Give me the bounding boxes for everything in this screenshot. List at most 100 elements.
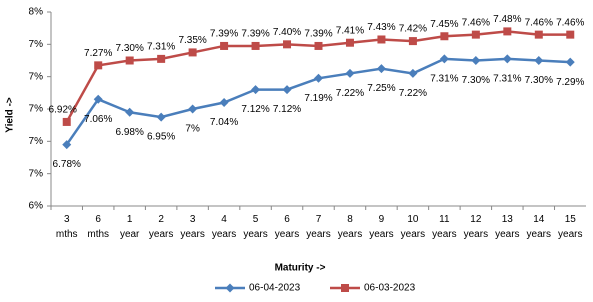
legend-label: 06-04-2023 <box>249 283 301 294</box>
marker <box>62 140 72 150</box>
marker <box>534 56 544 65</box>
x-tick-label: 15 years <box>558 214 583 240</box>
marker <box>219 98 229 108</box>
data-label: 7.31% <box>493 74 521 85</box>
data-label: 6.92% <box>49 105 77 116</box>
x-tick-label: 5 years <box>243 214 268 240</box>
marker <box>566 30 575 39</box>
y-axis-label: Yield -> <box>5 97 16 133</box>
marker <box>341 284 349 292</box>
marker <box>471 56 481 65</box>
data-label: 7.19% <box>304 93 332 104</box>
y-tick-label: 8% <box>29 7 44 18</box>
y-tick-label: 7% <box>29 104 44 115</box>
x-tick-label: 4 years <box>211 214 237 240</box>
data-label: 7.22% <box>336 88 364 99</box>
data-label: 7.35% <box>178 35 206 46</box>
marker <box>408 37 417 46</box>
marker <box>565 57 575 67</box>
marker <box>345 38 354 47</box>
x-tick-label: 3 mths <box>55 214 78 240</box>
data-label: 7.12% <box>273 104 301 115</box>
marker <box>283 40 292 49</box>
marker <box>62 117 71 126</box>
x-tick-label: 1 year <box>119 214 140 240</box>
data-label: 7.39% <box>304 29 332 40</box>
data-label: 7.06% <box>84 114 112 125</box>
marker <box>94 61 103 70</box>
marker <box>188 104 198 114</box>
marker <box>503 27 512 36</box>
marker <box>220 41 229 50</box>
marker <box>125 107 135 117</box>
marker <box>314 73 323 83</box>
x-tick-label: 12 years <box>463 214 489 240</box>
marker <box>251 41 260 50</box>
marker <box>125 56 134 65</box>
data-label: 7.30% <box>115 43 143 54</box>
data-label: 7.30% <box>525 75 553 86</box>
x-tick-label: 2 years <box>148 214 174 240</box>
marker <box>314 41 323 50</box>
data-label: 7.25% <box>367 83 395 94</box>
data-label: 7.04% <box>210 117 238 128</box>
marker <box>502 54 512 64</box>
x-tick-label: 10 years <box>400 214 426 240</box>
marker <box>93 94 103 104</box>
marker <box>282 85 292 95</box>
marker <box>377 35 386 44</box>
data-label: 7.46% <box>525 17 553 28</box>
y-tick-label: 6% <box>29 201 44 212</box>
x-axis-label: Maturity -> <box>275 263 326 274</box>
data-label: 6.78% <box>53 159 81 170</box>
data-label: 7.40% <box>273 27 301 38</box>
marker <box>157 54 166 63</box>
y-tick-label: 7% <box>29 136 44 147</box>
marker <box>188 48 197 57</box>
data-label: 7.39% <box>210 29 238 40</box>
y-tick-label: 7% <box>29 168 44 179</box>
x-tick-label: 3 years <box>180 214 205 240</box>
marker <box>345 68 355 78</box>
data-label: 7.31% <box>147 42 175 53</box>
data-label: 7.29% <box>556 77 584 88</box>
x-tick-label: 11 years <box>432 214 457 240</box>
data-label: 7.31% <box>430 74 458 85</box>
data-label: 7.48% <box>493 14 521 25</box>
legend-label: 06-03-2023 <box>364 283 416 294</box>
marker <box>156 112 166 122</box>
data-label: 7.42% <box>399 24 427 35</box>
data-label: 6.98% <box>115 127 143 138</box>
x-tick-label: 9 years <box>369 214 394 240</box>
y-tick-label: 7% <box>29 39 44 50</box>
data-label: 7.22% <box>399 88 427 99</box>
x-tick-label: 13 years <box>495 214 520 240</box>
x-tick-label: 8 years <box>337 214 363 240</box>
data-label: 6.95% <box>147 132 175 143</box>
x-tick-label: 14 years <box>526 214 551 240</box>
marker <box>440 32 449 41</box>
marker <box>534 30 543 39</box>
x-tick-label: 6 mths <box>87 214 110 240</box>
marker <box>439 54 449 64</box>
x-tick-label: 7 years <box>306 214 331 240</box>
marker <box>408 68 418 78</box>
data-label: 7.39% <box>241 29 269 40</box>
data-label: 7.27% <box>84 48 112 59</box>
marker <box>225 283 235 293</box>
marker <box>471 30 480 39</box>
x-tick-label: 6 years <box>274 214 300 240</box>
marker <box>251 85 261 95</box>
data-label: 7.30% <box>462 75 490 86</box>
data-label: 7.43% <box>367 22 395 33</box>
data-label: 7.12% <box>241 104 269 115</box>
data-label: 7.46% <box>462 17 490 28</box>
marker <box>376 64 386 74</box>
data-label: 7.45% <box>430 19 458 30</box>
data-label: 7.46% <box>556 17 584 28</box>
data-label: 7% <box>185 124 200 135</box>
y-tick-label: 7% <box>29 71 44 82</box>
data-label: 7.41% <box>336 25 364 36</box>
